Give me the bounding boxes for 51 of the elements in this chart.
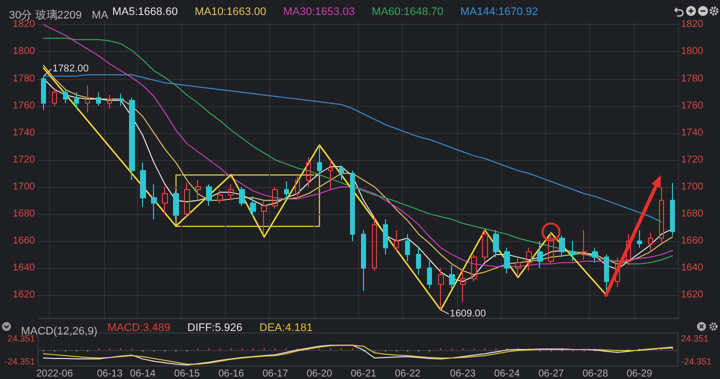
- y-tick-label: 1740: [12, 127, 36, 138]
- y2-tick-label: 1780: [681, 73, 704, 84]
- y-tick-label: 1800: [12, 46, 36, 58]
- y-tick-label: 1680: [12, 208, 36, 220]
- x-tick-label: 06-16: [218, 368, 244, 379]
- x-tick-label: 06-13: [96, 368, 123, 379]
- y2-tick-label: -24.351: [681, 356, 712, 366]
- x-tick-label: 06-17: [262, 368, 288, 379]
- text: DIFF:5.926: [187, 322, 242, 334]
- x-tick-label: 06-29: [626, 368, 653, 379]
- y2-tick-label: 1800: [681, 46, 704, 58]
- y-tick-label: 1660: [12, 235, 36, 246]
- y2-tick-label: 1760: [681, 100, 704, 112]
- text: MA5:1668.60: [112, 6, 178, 18]
- annotation: 1782.00: [52, 64, 90, 75]
- text: MA10:1663.00: [194, 6, 266, 18]
- x-tick-label: 06-27: [538, 368, 564, 379]
- y-tick-label: 1760: [12, 100, 36, 112]
- annotation: 1609.00: [450, 308, 486, 320]
- y2-tick-label: 1740: [681, 127, 704, 138]
- x-tick-label: 06-23: [450, 368, 476, 379]
- x-tick-label: 06-15: [174, 368, 200, 379]
- x-tick-label: 06-21: [350, 368, 377, 379]
- y2-tick-label: 1820: [681, 19, 704, 30]
- x-tick-label: 06-14: [130, 368, 156, 379]
- y-tick-label: 1700: [12, 181, 36, 192]
- legend-title: MA: [92, 10, 109, 22]
- series-label: MACD:3.489: [107, 322, 170, 334]
- chart-title: 30分 玻璃2209: [9, 8, 82, 22]
- y2-tick-label: 1660: [681, 235, 704, 246]
- x-tick-label: 06-24: [494, 368, 520, 379]
- y2-tick-label: 1640: [681, 262, 704, 274]
- text: MA30:1653.03: [283, 6, 355, 18]
- y-tick-label: 1820: [12, 19, 36, 30]
- y-tick-label: -24.351: [4, 356, 35, 366]
- y2-tick-label: 1700: [681, 181, 704, 192]
- y-tick-label: 1640: [12, 262, 36, 274]
- text: MA60:1648.70: [372, 6, 444, 18]
- series-label: DEA:4.181: [259, 322, 313, 334]
- y2-tick-label: 1680: [681, 208, 704, 220]
- y-tick-label: 1720: [12, 154, 36, 166]
- x-tick-label: 06-22: [394, 368, 421, 379]
- y-tick-label: 1620: [12, 290, 36, 301]
- y2-tick-label: 1720: [681, 154, 704, 166]
- x-tick-label: 06-20: [306, 368, 333, 379]
- y-tick-label: 1780: [12, 73, 36, 84]
- x-tick-label: 06-28: [582, 368, 608, 379]
- y2-tick-label: 1620: [681, 290, 704, 301]
- y2-tick-label: 24.351: [681, 333, 709, 344]
- text: MA144:1670.92: [460, 6, 538, 18]
- x-tick-label: 2022-06: [36, 368, 74, 379]
